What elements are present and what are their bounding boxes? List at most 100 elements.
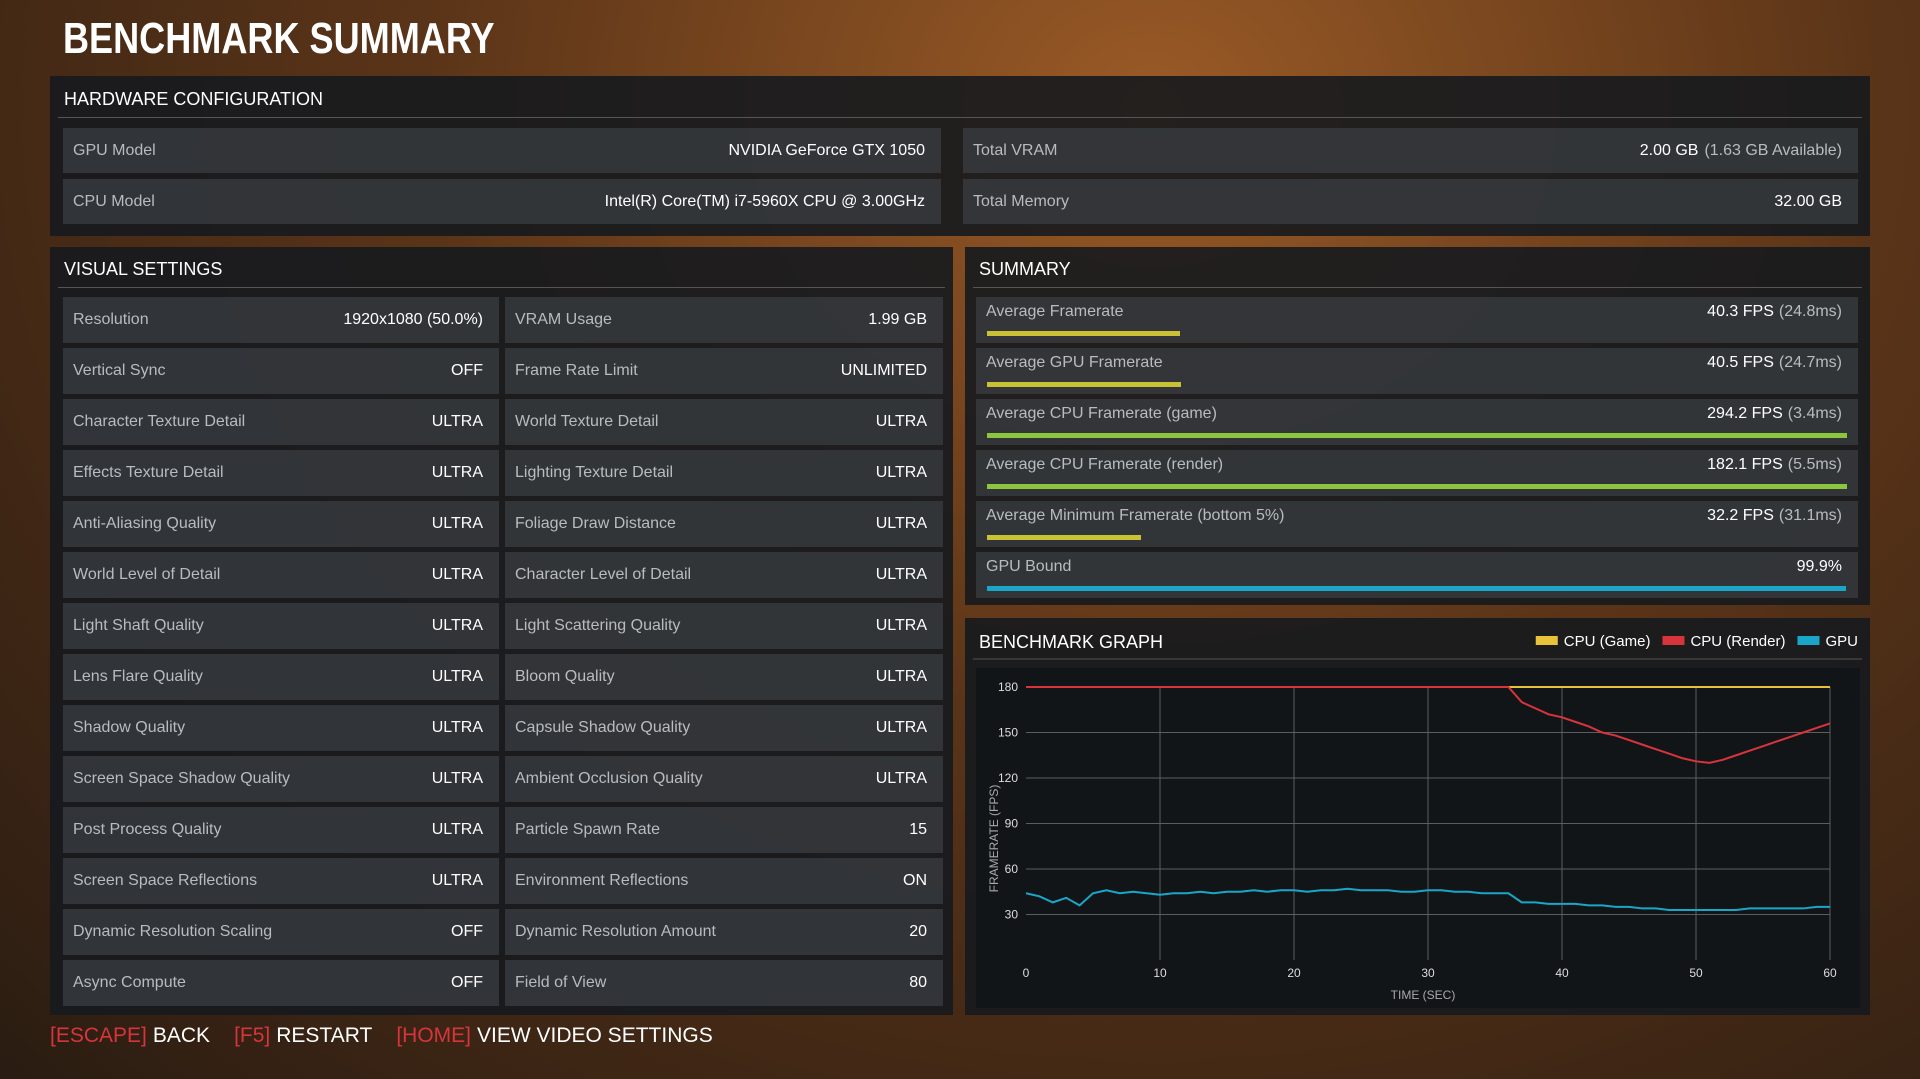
label: Total Memory: [973, 192, 1070, 210]
legend-label: GPU: [1825, 633, 1858, 650]
label: Environment Reflections: [515, 872, 689, 889]
value-group: 40.5 FPS (24.7ms): [1707, 354, 1842, 372]
setting-row: Dynamic Resolution Amount 20: [505, 909, 943, 955]
x-axis-title: TIME (SEC): [1391, 988, 1456, 1002]
y-axis-title: FRAMERATE (FPS): [987, 785, 1001, 893]
setting-row: Shadow Quality ULTRA: [63, 705, 499, 751]
ms: (31.1ms): [1778, 507, 1842, 524]
value: ULTRA: [431, 668, 483, 685]
footer-action[interactable]: [F5] RESTART: [234, 1024, 372, 1048]
label: Average GPU Framerate: [986, 354, 1163, 371]
hardware-row: CPU Model Intel(R) Core(TM) i7-5960X CPU …: [63, 179, 941, 224]
label: Field of View: [515, 974, 607, 991]
setting-row: Light Scattering Quality ULTRA: [505, 603, 943, 649]
label: Character Texture Detail: [73, 413, 246, 430]
summary-bar: [987, 586, 1847, 591]
summary-bar: [987, 484, 1847, 489]
setting-row: Resolution 1920x1080 (50.0%): [63, 297, 499, 343]
hardware-row: Total VRAM 2.00 GB (1.63 GB Available): [963, 128, 1858, 173]
legend-label: CPU (Render): [1690, 633, 1785, 650]
setting-row: Bloom Quality ULTRA: [505, 654, 943, 700]
key: [HOME]: [396, 1024, 471, 1047]
value: 1.99 GB: [868, 311, 927, 328]
setting-row: Foliage Draw Distance ULTRA: [505, 501, 943, 547]
value: 182.1 FPS: [1707, 456, 1783, 473]
y-tick-label: 30: [1005, 908, 1019, 922]
value-group: 99.9%: [1797, 558, 1842, 576]
summary-bar: [987, 433, 1847, 438]
section-title: SUMMARY: [979, 259, 1071, 279]
value: ULTRA: [431, 515, 483, 532]
value: ULTRA: [875, 413, 927, 430]
value: 99.9%: [1796, 558, 1842, 575]
legend-swatch: [1662, 636, 1685, 645]
label: Light Shaft Quality: [73, 617, 204, 634]
divider: [58, 287, 945, 288]
setting-row: Light Shaft Quality ULTRA: [63, 603, 499, 649]
value-group: 40.3 FPS (24.8ms): [1707, 303, 1842, 321]
x-tick-label: 50: [1689, 966, 1703, 980]
value: 80: [909, 974, 927, 991]
setting-row: VRAM Usage 1.99 GB: [505, 297, 943, 343]
label: GPU Model: [73, 141, 156, 159]
setting-row: Lighting Texture Detail ULTRA: [505, 450, 943, 496]
value: 2.00 GB: [1639, 141, 1699, 159]
x-tick-label: 40: [1555, 966, 1569, 980]
label: Ambient Occlusion Quality: [515, 770, 703, 787]
ms: (24.7ms): [1778, 354, 1842, 371]
value-group: 2.00 GB (1.63 GB Available): [1640, 142, 1842, 160]
value: Intel(R) Core(TM) i7-5960X CPU @ 3.00GHz: [604, 192, 925, 210]
setting-row: Character Level of Detail ULTRA: [505, 552, 943, 598]
ms: (24.8ms): [1778, 303, 1842, 320]
value-group: 182.1 FPS (5.5ms): [1707, 456, 1842, 474]
label: Average CPU Framerate (game): [986, 405, 1217, 422]
y-tick-label: 120: [998, 771, 1018, 785]
label: Shadow Quality: [73, 719, 186, 736]
footer-action[interactable]: [HOME] VIEW VIDEO SETTINGS: [396, 1024, 712, 1048]
setting-row: Field of View 80: [505, 960, 943, 1006]
label: Vertical Sync: [73, 362, 166, 379]
setting-row: Screen Space Reflections ULTRA: [63, 858, 499, 904]
setting-row: Particle Spawn Rate 15: [505, 807, 943, 853]
value: OFF: [451, 974, 483, 991]
value: 40.5 FPS: [1707, 354, 1774, 371]
value: ULTRA: [875, 464, 927, 481]
setting-row: Ambient Occlusion Quality ULTRA: [505, 756, 943, 802]
value: OFF: [451, 923, 483, 940]
label: Resolution: [73, 311, 149, 328]
setting-row: Lens Flare Quality ULTRA: [63, 654, 499, 700]
setting-row: Vertical Sync OFF: [63, 348, 499, 394]
value: 294.2 FPS: [1707, 405, 1783, 422]
ms: (5.5ms): [1787, 456, 1842, 473]
note: (1.63 GB Available): [1704, 141, 1842, 159]
value: ULTRA: [431, 719, 483, 736]
footer-action[interactable]: [ESCAPE] BACK: [50, 1024, 210, 1048]
label: Average Minimum Framerate (bottom 5%): [986, 507, 1285, 524]
value: NVIDIA GeForce GTX 1050: [728, 141, 925, 159]
value: ULTRA: [875, 515, 927, 532]
value-group: NVIDIA GeForce GTX 1050: [728, 142, 925, 160]
key: [ESCAPE]: [50, 1024, 147, 1047]
value: 15: [909, 821, 927, 838]
value: ULTRA: [431, 617, 483, 634]
x-tick-label: 10: [1153, 966, 1167, 980]
value: ULTRA: [875, 617, 927, 634]
setting-row: Async Compute OFF: [63, 960, 499, 1006]
y-tick-label: 150: [998, 726, 1018, 740]
setting-row: Frame Rate Limit UNLIMITED: [505, 348, 943, 394]
graph-title: BENCHMARK GRAPH: [979, 632, 1163, 652]
value: ULTRA: [431, 770, 483, 787]
label: Capsule Shadow Quality: [515, 719, 691, 736]
label: VRAM Usage: [515, 311, 612, 328]
value: 32.2 FPS: [1707, 507, 1774, 524]
value-group: 294.2 FPS (3.4ms): [1707, 405, 1842, 423]
label: Async Compute: [73, 974, 186, 991]
summary-bar: [987, 535, 1141, 540]
y-tick-label: 90: [1005, 817, 1019, 831]
value: UNLIMITED: [840, 362, 927, 379]
value: ULTRA: [431, 413, 483, 430]
action: RESTART: [276, 1024, 373, 1047]
legend-swatch: [1797, 636, 1820, 645]
